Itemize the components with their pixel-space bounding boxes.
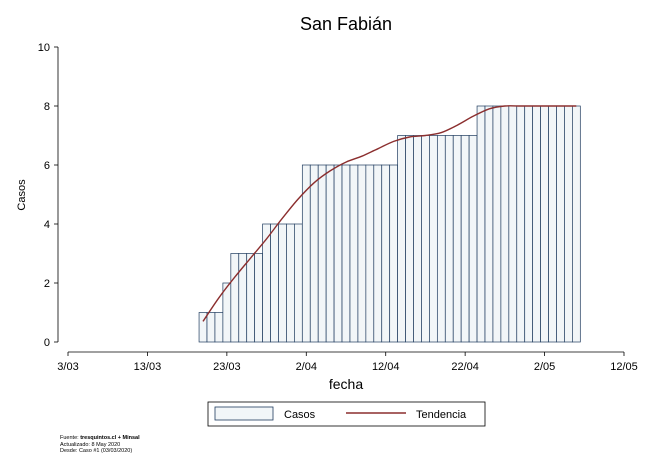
bar-26-03 xyxy=(246,253,256,343)
source-line-1: Fuente: tresquintos.cl + Minsal xyxy=(60,435,140,441)
bar-1-05 xyxy=(532,105,541,343)
bar-2-05 xyxy=(540,105,549,343)
bar-1-04 xyxy=(294,223,303,343)
bar-4-04 xyxy=(317,164,327,343)
x-tick-label-12-04: 12/04 xyxy=(372,361,400,373)
bar-17-04 xyxy=(421,135,430,343)
axes-layer: 0 2 4 6 8 10 3/03 13/03 23/03 2/04 12/04 22/04 2/05 1… xyxy=(38,42,638,373)
x-tick-label-2-05: 2/05 xyxy=(534,361,555,373)
x-tick-label-13-03: 13/03 xyxy=(134,361,162,373)
bar-26-04 xyxy=(492,105,502,343)
bar-21-04 xyxy=(452,135,462,343)
bar-10-04 xyxy=(365,164,375,343)
bar-18-04 xyxy=(429,135,438,343)
y-tick-label-10: 10 xyxy=(38,42,50,54)
x-tick-label-2-04: 2/04 xyxy=(296,361,317,373)
bar-6-05 xyxy=(572,105,581,343)
source-note: Fuente: tresquintos.cl + Minsal Actualiz… xyxy=(60,435,140,455)
x-tick-label-22-04: 22/04 xyxy=(451,361,479,373)
bar-12-04 xyxy=(381,164,391,343)
bar-27-03 xyxy=(254,253,263,343)
bar-31-03 xyxy=(286,223,295,343)
bar-22-04 xyxy=(460,135,470,343)
x-tick-label-3-03: 3/03 xyxy=(57,361,78,373)
bar-5-04 xyxy=(325,164,335,343)
bar-30-04 xyxy=(524,105,534,343)
bar-29-04 xyxy=(516,105,526,343)
y-axis-label: Casos xyxy=(16,179,28,211)
bar-14-04 xyxy=(397,135,406,343)
source-line-3: Desde: Caso #1 (03/03/2020) xyxy=(60,448,133,454)
legend-label-casos: Casos xyxy=(284,409,316,421)
legend-swatch-casos xyxy=(214,406,274,421)
bar-4-05 xyxy=(556,105,565,343)
y-tick-label-2: 2 xyxy=(44,278,50,290)
trend-line xyxy=(202,105,577,322)
bar-15-04 xyxy=(405,135,414,343)
bar-16-04 xyxy=(413,135,422,343)
bar-24-04 xyxy=(476,105,486,343)
bar-27-04 xyxy=(500,105,510,343)
bar-25-04 xyxy=(484,105,494,343)
bar-23-04 xyxy=(468,135,478,343)
y-tick-label-6: 6 xyxy=(44,160,50,172)
x-axis-label: fecha xyxy=(329,376,363,392)
bar-19-04 xyxy=(436,135,446,343)
source-line-2: Actualizado: 8 May 2020 xyxy=(60,441,121,448)
trend-layer xyxy=(202,105,577,322)
x-tick-label-12-05: 12/05 xyxy=(610,361,638,373)
bars-layer xyxy=(198,105,581,343)
bar-28-04 xyxy=(508,105,518,343)
bar-30-03 xyxy=(278,223,287,343)
bar-9-04 xyxy=(357,164,367,343)
chart-title: San Fabián xyxy=(300,14,392,34)
bar-24-03 xyxy=(230,253,240,343)
bar-20-04 xyxy=(444,135,454,343)
legend: Casos Tendencia xyxy=(207,401,486,427)
legend-label-tendencia: Tendencia xyxy=(416,409,467,421)
bar-22-03 xyxy=(214,312,224,343)
bar-8-04 xyxy=(349,164,359,343)
bar-13-04 xyxy=(389,164,398,343)
y-tick-label-0: 0 xyxy=(44,337,50,349)
y-tick-label-8: 8 xyxy=(44,101,50,113)
bar-3-04 xyxy=(309,164,319,343)
bar-21-03 xyxy=(206,312,216,343)
bar-11-04 xyxy=(373,164,383,343)
bar-2-04 xyxy=(301,164,311,343)
y-tick-label-4: 4 xyxy=(44,219,50,231)
bar-6-04 xyxy=(333,164,343,343)
bar-5-05 xyxy=(564,105,573,343)
bar-3-05 xyxy=(548,105,557,343)
x-tick-label-23-03: 23/03 xyxy=(213,361,241,373)
bar-29-03 xyxy=(270,223,279,343)
bar-7-04 xyxy=(341,164,351,343)
